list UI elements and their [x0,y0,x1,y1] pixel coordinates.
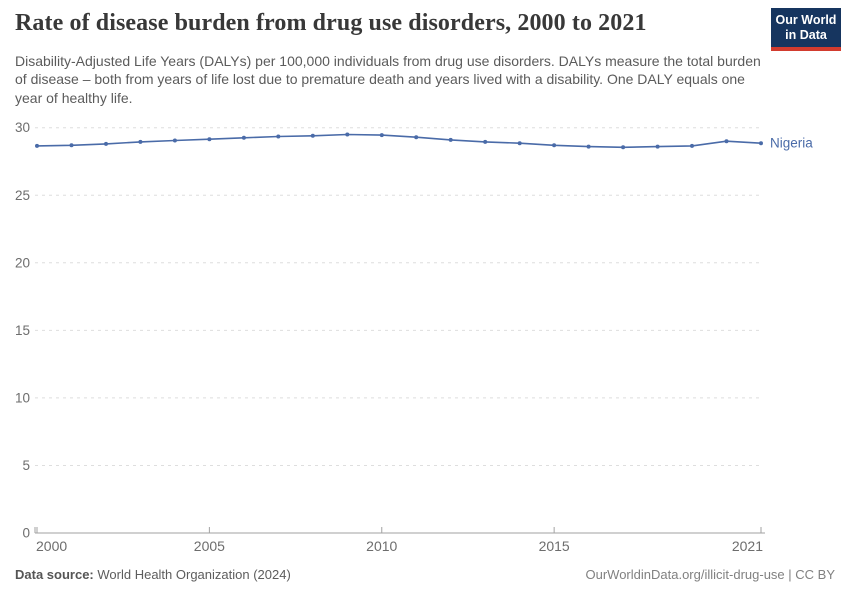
attribution-link[interactable]: OurWorldinData.org/illicit-drug-use | CC… [585,567,836,582]
data-point-2017[interactable] [621,145,626,150]
y-tick-label-30: 30 [15,120,30,135]
data-point-2014[interactable] [517,141,522,146]
nigeria-line[interactable] [36,133,762,149]
x-tick-label-2010: 2010 [366,538,397,554]
data-point-2006[interactable] [241,135,246,140]
owid-logo-line1: Our World [775,13,837,27]
data-point-2007[interactable] [276,134,281,139]
data-point-2009[interactable] [345,132,350,137]
line-chart-area[interactable]: 0 5 10 15 20 25 30 2000 2005 2010 2015 2021 Nigeria [0,115,850,565]
data-point-2003[interactable] [138,139,143,144]
data-source-label: Data source: [15,567,94,582]
data-point-2011[interactable] [414,135,419,140]
data-point-2019[interactable] [690,143,694,148]
data-point-2004[interactable] [172,138,177,143]
data-point-2010[interactable] [379,133,384,138]
data-point-2020[interactable] [724,139,729,144]
page-title: Rate of disease burden from drug use dis… [15,10,647,36]
y-tick-label-10: 10 [15,390,30,405]
y-tick-label-25: 25 [15,188,30,203]
y-tick-label-5: 5 [22,458,30,473]
chart-subtitle: Disability-Adjusted Life Years (DALYs) p… [15,53,761,106]
data-point-2002[interactable] [104,141,108,146]
data-point-2016[interactable] [586,144,591,149]
data-point-2005[interactable] [207,137,212,142]
data-point-2008[interactable] [310,133,315,138]
data-point-2013[interactable] [483,139,488,144]
x-tick-label-2021: 2021 [732,538,763,554]
chart-footer: Data source: World Health Organization (… [15,567,835,582]
data-point-2018[interactable] [655,144,660,149]
y-tick-label-15: 15 [15,323,30,338]
data-source-value: World Health Organization (2024) [97,567,291,582]
x-tick-label-2000: 2000 [36,538,67,554]
y-tick-label-0: 0 [22,526,30,541]
owid-logo-line2: in Data [785,28,827,43]
owid-logo[interactable]: Our World in Data [771,8,841,51]
x-tick-label-2005: 2005 [194,538,225,554]
series-label-nigeria[interactable]: Nigeria [770,136,813,151]
data-source: Data source: World Health Organization (… [15,567,291,582]
x-tick-label-2015: 2015 [539,538,570,554]
data-point-2000[interactable] [35,143,39,148]
data-point-2021[interactable] [759,141,763,146]
line-chart-svg[interactable]: 0 5 10 15 20 25 30 2000 2005 2010 2015 2021 Nigeria [0,115,850,565]
data-point-2012[interactable] [448,137,453,142]
data-point-2001[interactable] [69,143,74,148]
y-tick-label-20: 20 [15,255,30,270]
data-point-2015[interactable] [552,143,557,148]
